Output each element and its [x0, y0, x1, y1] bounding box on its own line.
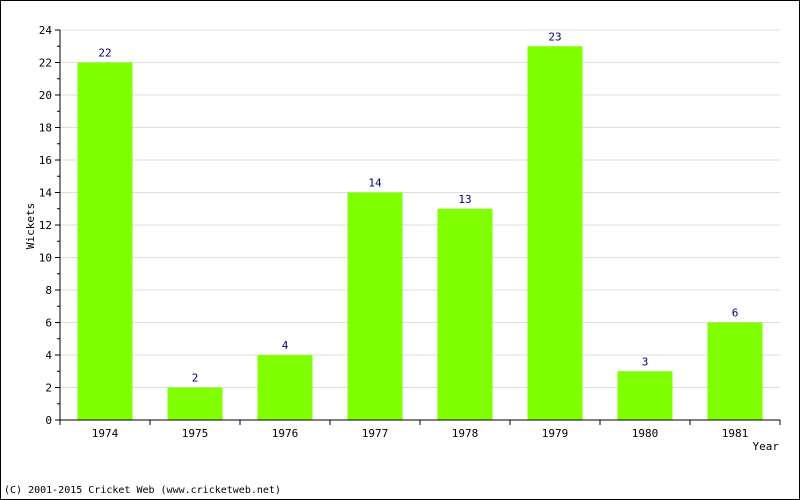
y-tick-label: 8: [45, 284, 52, 297]
x-tick-label: 1978: [452, 427, 479, 440]
y-tick-label: 2: [45, 382, 52, 395]
y-tick-label: 24: [39, 24, 53, 37]
x-tick-label: 1980: [632, 427, 659, 440]
copyright-footer: (C) 2001-2015 Cricket Web (www.cricketwe…: [4, 485, 281, 496]
y-tick-label: 18: [39, 122, 52, 135]
x-tick-label: 1974: [92, 427, 119, 440]
data-label: 14: [368, 177, 382, 190]
data-label: 22: [98, 47, 111, 60]
y-tick-label: 22: [39, 57, 52, 70]
data-label: 2: [192, 372, 199, 385]
bar-1981: [707, 322, 763, 420]
x-tick-label: 1979: [542, 427, 569, 440]
data-label: 13: [458, 193, 471, 206]
y-tick-label: 6: [45, 317, 52, 330]
gridlines: [60, 29, 780, 388]
x-axis-title: Year: [753, 440, 780, 453]
bars: [77, 46, 763, 420]
y-tick-label: 4: [45, 349, 52, 362]
y-tick-label: 12: [39, 219, 52, 232]
axes: [55, 29, 781, 425]
data-label: 3: [642, 355, 649, 368]
y-tick-label: 10: [39, 252, 52, 265]
bar-1975: [167, 387, 223, 420]
x-tick-label: 1976: [272, 427, 299, 440]
y-tick-label: 16: [39, 154, 52, 167]
bar-1978: [437, 208, 493, 420]
bar-1976: [257, 355, 313, 420]
data-label: 4: [282, 339, 289, 352]
bar-1974: [77, 62, 133, 420]
y-tick-label: 0: [45, 414, 52, 427]
y-tick-label: 20: [39, 89, 52, 102]
y-tick-label: 14: [39, 187, 53, 200]
x-tick-label: 1975: [182, 427, 209, 440]
bar-1980: [617, 371, 673, 420]
x-tick-label: 1981: [722, 427, 749, 440]
bar-1977: [347, 192, 403, 420]
labels: 0246810121416182022242219742197541976141…: [39, 24, 749, 440]
data-label: 23: [548, 30, 561, 43]
y-axis-title: Wickets: [24, 203, 37, 249]
data-label: 6: [732, 307, 739, 320]
x-tick-label: 1977: [362, 427, 389, 440]
bar-1979: [527, 46, 583, 420]
